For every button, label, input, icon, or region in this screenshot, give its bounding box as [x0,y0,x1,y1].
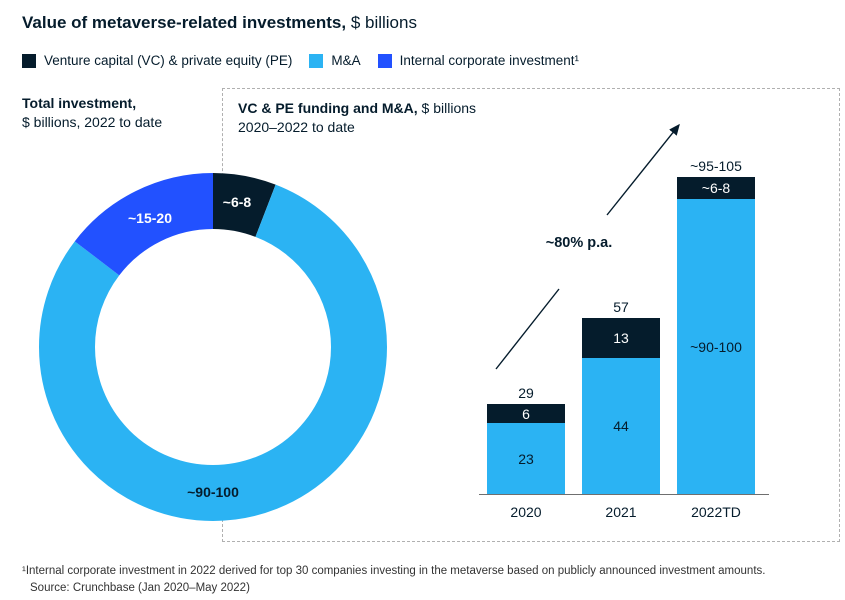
legend-item-internal: Internal corporate investment¹ [377,53,579,68]
x-axis-label-2021: 2021 [605,504,637,520]
page-title-main: Value of metaverse-related investments, [22,13,347,32]
legend-item-vc-pe: Venture capital (VC) & private equity (P… [22,53,292,68]
bar-chart: 23 6 29 2020 44 13 57 2021 ~90-100 ~6-8 ~95-105 202… [479,149,769,520]
donut-label-internal: ~15-20 [128,210,172,226]
legend-label-mna: M&A [331,53,361,68]
bar-2021-total-label: 57 [613,299,629,315]
donut-label-vc-pe: ~6-8 [222,194,252,210]
bar-2022TD-vcpe-label: ~6-8 [701,180,731,196]
bar-heading-line1: VC & PE funding and M&A, $ billions [238,99,476,118]
bar-2020-mna-segment [487,423,565,494]
growth-annotation: ~80% p.a. [545,235,613,251]
bar-heading: VC & PE funding and M&A, $ billions 2020… [238,99,476,137]
growth-arrow-upper-segment [606,123,680,216]
bar-heading-bold: VC & PE funding and M&A, [238,100,418,116]
bar-2021-vcpe-label: 13 [613,330,629,346]
bar-2022TD-total-label: ~95-105 [690,158,742,174]
legend-swatch-mna [309,53,324,68]
legend-item-mna: M&A [309,53,361,68]
donut-hole [94,228,332,466]
page-title: Value of metaverse-related investments, … [22,13,417,33]
bar-2022TD-mna-label: ~90-100 [690,338,742,355]
bar-heading-units: $ billions [417,100,477,116]
donut-segment-internal-corporate-investment [39,173,387,521]
x-axis-label-2022TD: 2022TD [691,504,741,520]
bar-2020-mna-label: 23 [518,450,534,467]
bar-2020-vcpe-label: 6 [522,405,530,422]
x-axis [479,494,769,495]
footnote: ¹Internal corporate investment in 2022 d… [22,565,766,577]
legend-label-vc-pe: Venture capital (VC) & private equity (P… [44,53,293,68]
legend: Venture capital (VC) & private equity (P… [22,53,579,68]
donut-chart: ~6-8 ~15-20 ~90-100 [38,172,388,522]
bar-2022TD-vcpe-segment [677,177,755,199]
source-line: Source: Crunchbase (Jan 2020–May 2022) [30,582,250,594]
x-axis-label-2020: 2020 [510,504,542,520]
legend-label-internal: Internal corporate investment¹ [399,53,579,68]
page-title-units: $ billions [346,13,417,32]
bar-2021-mna-segment [582,358,660,494]
donut-segment-m-a [39,173,387,521]
bar-2021-mna-label: 44 [613,418,629,434]
bar-2022TD-mna-segment [677,199,755,494]
donut-heading-sub: $ billions, 2022 to date [22,114,163,130]
donut-heading: Total investment, $ billions, 2022 to da… [22,94,162,132]
donut-heading-bold: Total investment, [22,95,137,111]
donut-svg [39,173,387,521]
bar-panel: VC & PE funding and M&A, $ billions 2020… [222,88,840,542]
bar-2020-vcpe-segment [487,404,565,423]
bar-2021-vcpe-segment [582,318,660,358]
bar-heading-sub: 2020–2022 to date [238,119,355,135]
legend-swatch-vc-pe [22,53,36,68]
legend-swatch-internal [377,53,392,68]
growth-arrow-lower-segment [495,288,560,370]
growth-arrow [495,123,680,370]
donut-label-mna: ~90-100 [187,484,239,500]
bar-2020-total-label: 29 [518,385,534,401]
